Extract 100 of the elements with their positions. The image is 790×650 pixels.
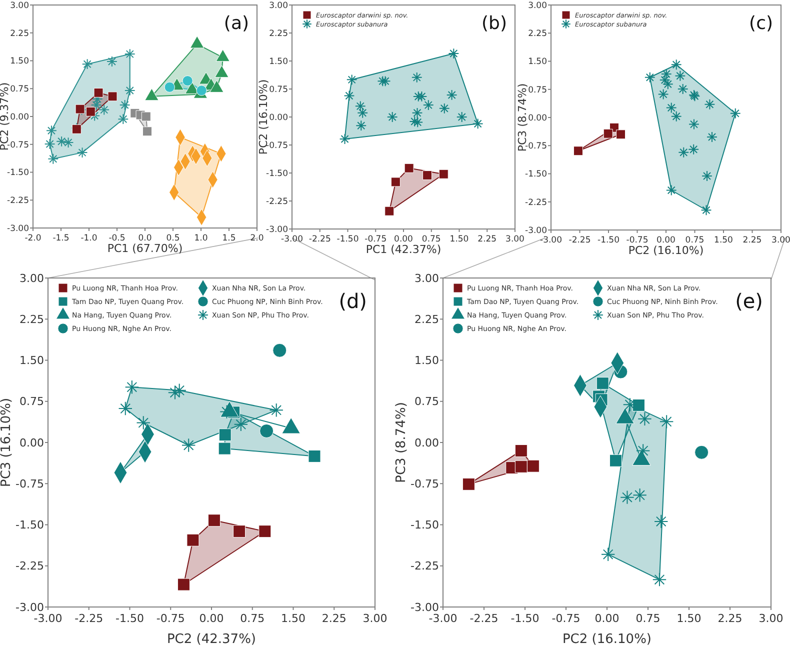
x-tick-label: -2.25 xyxy=(74,612,104,625)
y-tick-label: -0.75 xyxy=(525,142,547,152)
x-tick-label: -1.5 xyxy=(52,234,70,244)
x-tick-label: 3.00 xyxy=(506,234,524,244)
x-tick-label: -3.00 xyxy=(281,234,303,244)
y-tick-label: 0.75 xyxy=(528,85,547,96)
x-tick-label: 0.75 xyxy=(685,236,704,246)
y-tick-label: 3.00 xyxy=(20,272,44,285)
annotation: (b) xyxy=(482,13,507,34)
y-tick-label: 3.00 xyxy=(528,0,547,11)
y-tick-label: 3.00 xyxy=(414,272,439,285)
y-tick-label: 1.50 xyxy=(10,56,29,67)
x-tick-label: 2.25 xyxy=(478,234,497,244)
y-tick-label: 0.75 xyxy=(269,84,288,95)
x-tick-label: 1.50 xyxy=(676,612,702,625)
y-tick-label: 0.00 xyxy=(20,436,44,450)
y-tick-label: 2.25 xyxy=(528,29,547,40)
x-tick-label: 2.25 xyxy=(718,612,742,625)
x-tick-label: -1.50 xyxy=(336,234,359,244)
y-tick-label: -2.25 xyxy=(525,198,547,208)
x-axis-title: PC2 (16.10%) xyxy=(562,632,652,647)
annotation: (a) xyxy=(224,13,249,34)
y-tick-label: -3.00 xyxy=(266,224,288,235)
y-tick-label: -2.25 xyxy=(266,196,288,207)
y-tick-label: 0.00 xyxy=(269,112,288,123)
y-tick-label: 3.00 xyxy=(10,0,29,11)
y-tick-label: -2.25 xyxy=(410,560,439,573)
y-tick-label: -1.50 xyxy=(410,518,439,532)
y-tick-label: -0.75 xyxy=(16,477,44,490)
x-tick-label: 1.50 xyxy=(714,236,733,246)
y-tick-label: -3.00 xyxy=(410,600,439,614)
x-tick-label: 3.00 xyxy=(758,612,784,625)
x-tick-label: 0.00 xyxy=(394,234,413,244)
y-tick-label: 0.75 xyxy=(10,84,29,95)
x-tick-label: 1.50 xyxy=(450,234,469,244)
y-tick-label: 1.50 xyxy=(269,56,288,67)
x-tick-label: 0.0 xyxy=(138,234,152,244)
x-axis-title: PC1 (67.70%) xyxy=(107,242,183,255)
x-tick-label: 1.5 xyxy=(222,234,236,244)
y-tick-label: 2.25 xyxy=(414,312,439,326)
y-tick-label: 0.00 xyxy=(10,112,29,122)
y-tick-label: -1.50 xyxy=(525,170,547,180)
x-tick-label: -2.25 xyxy=(568,236,591,246)
x-tick-label: 3.00 xyxy=(772,236,790,246)
y-tick-label: -1.50 xyxy=(7,168,29,178)
y-axis-title: PC3 (8.74%) xyxy=(394,402,409,483)
x-tick-label: -1.0 xyxy=(80,234,98,244)
x-axis-title: PC2 (16.10%) xyxy=(628,244,704,257)
annotation: (d) xyxy=(338,289,367,313)
y-tick-label: -2.25 xyxy=(7,196,29,206)
x-tick-label: -2.25 xyxy=(470,612,498,625)
x-tick-label: 0.00 xyxy=(594,612,620,625)
y-tick-label: 0.00 xyxy=(528,113,547,124)
y-tick-label: -1.50 xyxy=(16,518,44,532)
x-axis-title: PC1 (42.37%) xyxy=(366,243,442,256)
y-tick-label: -3.00 xyxy=(7,224,29,234)
x-tick-label: 0.00 xyxy=(199,612,224,625)
y-tick-label: 0.00 xyxy=(414,436,439,450)
x-tick-label: 2.25 xyxy=(742,236,762,246)
x-tick-label: -3.00 xyxy=(34,612,62,625)
x-tick-label: 2.0 xyxy=(250,234,264,244)
y-tick-label: 2.25 xyxy=(269,28,288,39)
y-tick-label: 1.50 xyxy=(414,354,439,368)
annotation: (c) xyxy=(749,13,773,34)
x-tick-label: -0.5 xyxy=(108,234,126,244)
y-tick-label: 0.75 xyxy=(20,395,44,408)
y-tick-label: 3.00 xyxy=(269,0,288,11)
x-tick-label: -2.0 xyxy=(24,234,42,244)
x-tick-label: -0.75 xyxy=(552,612,580,625)
x-tick-label: 0.5 xyxy=(166,234,180,244)
y-tick-label: -1.50 xyxy=(266,168,288,179)
y-tick-label: -2.25 xyxy=(16,560,44,573)
x-tick-label: -3.00 xyxy=(428,612,458,625)
x-tick-label: -1.50 xyxy=(116,612,144,625)
x-tick-label: 0.75 xyxy=(240,612,265,625)
y-tick-label: -3.00 xyxy=(525,226,547,236)
x-tick-label: 2.25 xyxy=(322,612,346,625)
y-tick-label: -0.75 xyxy=(410,477,439,490)
y-tick-label: 0.75 xyxy=(414,395,439,408)
y-tick-label: -0.75 xyxy=(266,140,288,151)
y-tick-label: 2.25 xyxy=(20,312,44,326)
y-tick-label: 1.50 xyxy=(20,354,44,368)
x-tick-label: 1.50 xyxy=(281,612,306,625)
y-tick-label: -3.00 xyxy=(16,600,44,614)
y-tick-label: -0.75 xyxy=(7,140,29,150)
x-tick-label: -2.25 xyxy=(308,234,331,244)
y-tick-label: 2.25 xyxy=(10,28,29,39)
x-tick-label: -0.75 xyxy=(364,234,387,244)
x-axis-title: PC2 (42.37%) xyxy=(166,632,256,647)
x-tick-label: 0.00 xyxy=(656,236,676,246)
x-tick-label: 3.00 xyxy=(362,612,388,625)
x-tick-label: 0.75 xyxy=(636,612,660,625)
x-tick-label: -0.75 xyxy=(626,236,648,246)
y-axis-title: PC3 (16.10%) xyxy=(0,398,14,488)
y-tick-label: 1.50 xyxy=(528,57,547,68)
annotation: (e) xyxy=(735,289,763,313)
x-tick-label: -1.50 xyxy=(598,236,620,246)
x-tick-label: 1.0 xyxy=(194,234,208,244)
x-tick-label: -3.00 xyxy=(540,236,562,246)
x-tick-label: -0.75 xyxy=(156,612,185,625)
